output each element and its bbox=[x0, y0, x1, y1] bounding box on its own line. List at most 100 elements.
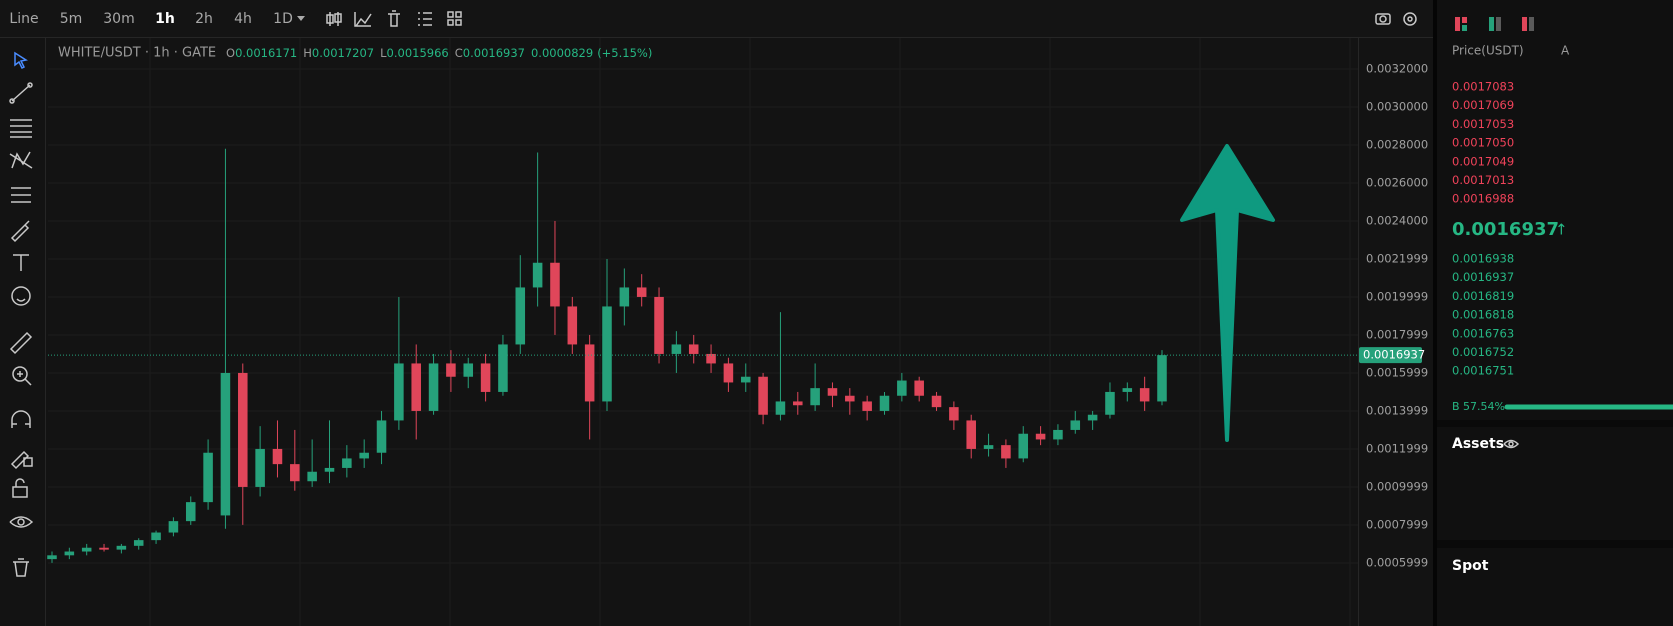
candle-body bbox=[411, 363, 421, 411]
up-arrow bbox=[1180, 144, 1275, 442]
candle-body bbox=[446, 363, 456, 377]
last-price: 0.0016937 bbox=[1452, 219, 1559, 240]
candle-body bbox=[567, 306, 578, 345]
candle-body bbox=[1070, 420, 1081, 430]
candle-body bbox=[203, 452, 213, 503]
candle-body bbox=[133, 540, 144, 546]
interval-tab[interactable]: 2h bbox=[195, 11, 213, 27]
candle-body bbox=[897, 380, 907, 396]
assets-title: Assets bbox=[1452, 436, 1504, 452]
bid-price[interactable]: 0.0016752 bbox=[1452, 345, 1514, 359]
candle-body bbox=[758, 376, 768, 415]
book-layout-icons[interactable] bbox=[1455, 17, 1534, 31]
bid-price[interactable]: 0.0016938 bbox=[1452, 252, 1514, 266]
assets-panel bbox=[1437, 427, 1673, 540]
change-pct: (+5.15%) bbox=[597, 46, 652, 60]
candle-body bbox=[654, 296, 664, 354]
visibility-toggle[interactable] bbox=[1503, 439, 1520, 449]
bid-price[interactable]: 0.0016763 bbox=[1452, 326, 1514, 340]
bid-price[interactable]: 0.0016819 bbox=[1452, 289, 1514, 303]
ask-price[interactable]: 0.0017013 bbox=[1452, 173, 1514, 187]
candle-body bbox=[1105, 391, 1115, 415]
y-tick-label: 0.0005999 bbox=[1366, 555, 1428, 569]
spot-panel bbox=[1437, 548, 1673, 626]
candle-body bbox=[793, 401, 803, 406]
candle-body bbox=[914, 380, 924, 396]
candle-body bbox=[238, 372, 248, 487]
candle-body bbox=[550, 262, 560, 307]
bid-price[interactable]: 0.0016751 bbox=[1452, 364, 1514, 378]
interval-tab[interactable]: Line bbox=[9, 11, 38, 27]
candle-body bbox=[359, 452, 369, 459]
candle-body bbox=[342, 458, 352, 468]
ohlc-key: H bbox=[303, 46, 312, 60]
candle-body bbox=[1001, 445, 1011, 459]
change: 0.0000829 bbox=[531, 46, 593, 60]
drawing-tools[interactable] bbox=[9, 51, 34, 577]
buy-ratio: B 57.54% bbox=[1452, 400, 1505, 413]
ohlc-key: L bbox=[380, 46, 387, 60]
ohlc-value: 0.0017207 bbox=[312, 46, 374, 60]
ask-price[interactable]: 0.0017053 bbox=[1452, 117, 1514, 131]
candle-body bbox=[220, 372, 231, 516]
candle-body bbox=[740, 376, 751, 383]
candle-body bbox=[81, 547, 92, 552]
ask-price[interactable]: 0.0017049 bbox=[1452, 154, 1514, 168]
candle-body bbox=[498, 344, 508, 392]
ohlc-key: O bbox=[226, 46, 235, 60]
candle-body bbox=[1035, 433, 1046, 440]
candle-body bbox=[376, 420, 387, 453]
bid-price[interactable]: 0.0016818 bbox=[1452, 308, 1514, 322]
ohlc-value: 0.0016171 bbox=[235, 46, 297, 60]
candle-body bbox=[966, 420, 976, 449]
candle-body bbox=[151, 532, 161, 541]
candle-body bbox=[879, 395, 890, 411]
candle-body bbox=[255, 448, 265, 487]
spot-title: Spot bbox=[1452, 558, 1489, 574]
candle-body bbox=[1053, 429, 1063, 440]
ohlc-legend: O0.0016171 H0.0017207 L0.0015966 C0.0016937… bbox=[226, 46, 652, 60]
candle-body bbox=[1018, 433, 1029, 459]
ask-price[interactable]: 0.0016988 bbox=[1452, 192, 1514, 206]
ask-price[interactable]: 0.0017069 bbox=[1452, 98, 1514, 112]
order-book-panel bbox=[1437, 0, 1673, 420]
candle-body bbox=[307, 471, 317, 482]
interval-tab[interactable]: 1h bbox=[155, 11, 175, 27]
toolbar-icons[interactable] bbox=[326, 10, 1417, 27]
current-price-label: 0.0016937 bbox=[1363, 348, 1425, 362]
ohlc-value: 0.0016937 bbox=[463, 46, 525, 60]
interval-tab[interactable]: 1D bbox=[273, 11, 293, 27]
candle-body bbox=[671, 344, 682, 354]
ask-price[interactable]: 0.0017083 bbox=[1452, 80, 1514, 94]
candle-body bbox=[827, 388, 838, 396]
candle-body bbox=[949, 407, 959, 421]
candle-body bbox=[428, 363, 439, 411]
candle-body bbox=[515, 287, 526, 345]
candle-body bbox=[290, 464, 300, 482]
candle-body bbox=[1122, 388, 1133, 392]
interval-tab[interactable]: 4h bbox=[234, 11, 252, 27]
candle-body bbox=[862, 401, 872, 411]
bid-price[interactable]: 0.0016937 bbox=[1452, 270, 1514, 284]
y-tick-label: 0.0017999 bbox=[1366, 327, 1428, 341]
y-tick-label: 0.0007999 bbox=[1366, 517, 1428, 531]
amount-column-header: A bbox=[1561, 44, 1570, 58]
candle-body bbox=[116, 545, 127, 550]
candle-body bbox=[480, 363, 491, 392]
candle-body bbox=[706, 353, 716, 364]
candle-body bbox=[99, 547, 109, 550]
top-toolbar bbox=[0, 0, 1437, 37]
dropdown-caret bbox=[297, 16, 305, 21]
symbol-label: WHITE/USDT · 1h · GATE bbox=[58, 46, 216, 61]
y-tick-label: 0.0026000 bbox=[1366, 175, 1428, 189]
candle-body bbox=[47, 555, 57, 560]
candle-body bbox=[1087, 414, 1098, 421]
y-tick-label: 0.0019999 bbox=[1366, 289, 1428, 303]
y-tick-label: 0.0013999 bbox=[1366, 403, 1428, 417]
ask-price[interactable]: 0.0017050 bbox=[1452, 136, 1514, 150]
candle-body bbox=[532, 262, 543, 288]
interval-tab[interactable]: 30m bbox=[103, 11, 134, 27]
candle-body bbox=[324, 467, 335, 472]
interval-tab[interactable]: 5m bbox=[60, 11, 83, 27]
